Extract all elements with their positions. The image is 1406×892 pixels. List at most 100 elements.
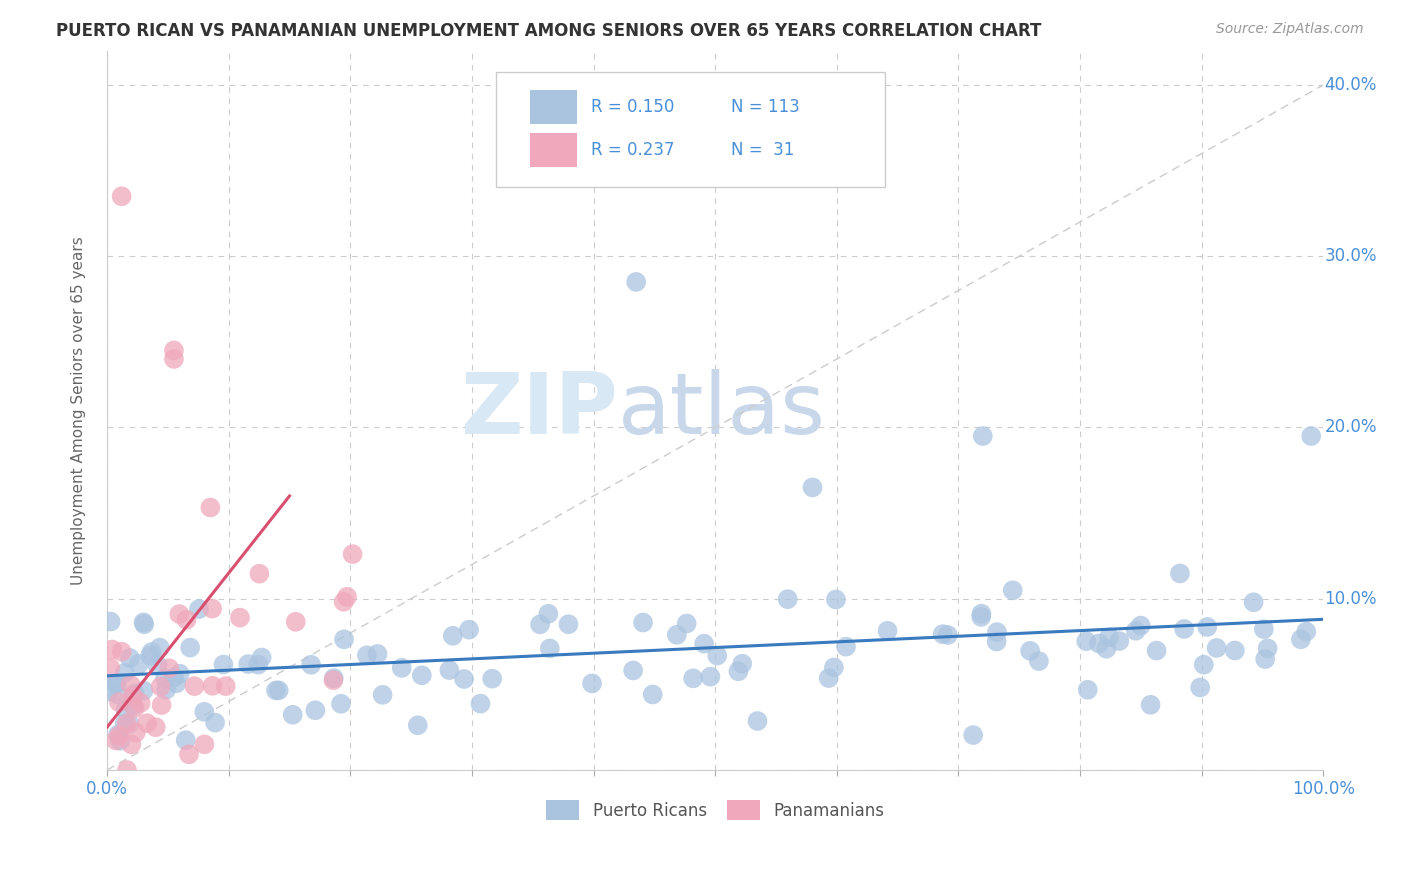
Point [165,676,187,690]
Point [136,716,159,731]
Point [201,679,224,693]
Point [108,729,131,743]
Point [247,566,270,581]
Point [1095,641,1118,656]
Text: N =  31: N = 31 [731,141,794,159]
Point [641,688,664,702]
Point [105,676,128,690]
Point [101,642,124,657]
Point [204,715,226,730]
Point [122,698,145,713]
Point [104,676,127,690]
Point [1146,643,1168,657]
Point [1098,630,1121,644]
Point [356,648,378,663]
Point [114,665,136,680]
Point [391,661,413,675]
Legend: Puerto Ricans, Panamanians: Puerto Ricans, Panamanians [540,794,891,826]
Point [145,720,167,734]
Point [122,690,145,704]
Point [731,657,754,671]
Point [1173,622,1195,636]
Text: ZIP: ZIP [460,368,617,452]
Point [107,727,129,741]
Point [747,714,769,728]
Point [163,351,186,366]
Text: Source: ZipAtlas.com: Source: ZipAtlas.com [1216,22,1364,37]
Point [1125,624,1147,638]
Point [179,640,201,655]
Point [1295,624,1317,639]
Point [481,672,503,686]
Bar [530,133,576,167]
Text: 20.0%: 20.0% [1324,418,1376,436]
Point [817,671,839,685]
Bar [530,89,576,124]
Point [1028,654,1050,668]
Point [132,615,155,630]
Point [149,680,172,694]
Point [1129,618,1152,632]
Text: atlas: atlas [617,368,825,452]
Point [111,645,134,659]
Point [441,629,464,643]
Point [342,547,364,561]
Point [212,657,235,672]
Point [1257,641,1279,656]
Point [153,672,176,686]
Point [128,657,150,671]
Point [1088,636,1111,650]
Point [1077,682,1099,697]
Point [675,616,697,631]
Point [1189,681,1212,695]
Point [201,601,224,615]
Point [120,678,142,692]
Point [115,763,138,777]
Point [163,343,186,358]
Point [529,617,551,632]
Point [118,651,141,665]
Point [115,716,138,731]
Point [693,637,716,651]
Point [322,673,344,688]
Point [333,632,356,647]
Point [970,610,993,624]
Point [125,725,148,739]
Point [581,676,603,690]
Text: N = 113: N = 113 [731,98,800,116]
Text: 40.0%: 40.0% [1324,76,1376,94]
Point [621,664,644,678]
Point [157,661,180,675]
Point [124,686,146,700]
Point [727,665,749,679]
Point [238,657,260,671]
Text: R = 0.150: R = 0.150 [591,98,675,116]
Point [624,275,647,289]
Point [1253,622,1275,636]
Point [1301,429,1323,443]
Point [665,628,688,642]
Point [100,615,122,629]
Point [1254,652,1277,666]
Point [962,728,984,742]
Y-axis label: Unemployment Among Seniors over 65 years: Unemployment Among Seniors over 65 years [72,236,86,585]
Point [322,671,344,685]
Point [111,189,134,203]
Point [163,670,186,684]
Point [169,666,191,681]
Point [146,658,169,673]
Point [193,737,215,751]
Point [699,670,721,684]
Point [876,624,898,638]
Point [108,734,131,748]
Point [98,661,121,675]
Point [281,707,304,722]
Point [538,641,561,656]
Point [986,625,1008,640]
Point [139,648,162,663]
Point [631,615,654,630]
Point [1289,632,1312,647]
Point [229,610,252,624]
Point [284,615,307,629]
Point [1205,640,1227,655]
